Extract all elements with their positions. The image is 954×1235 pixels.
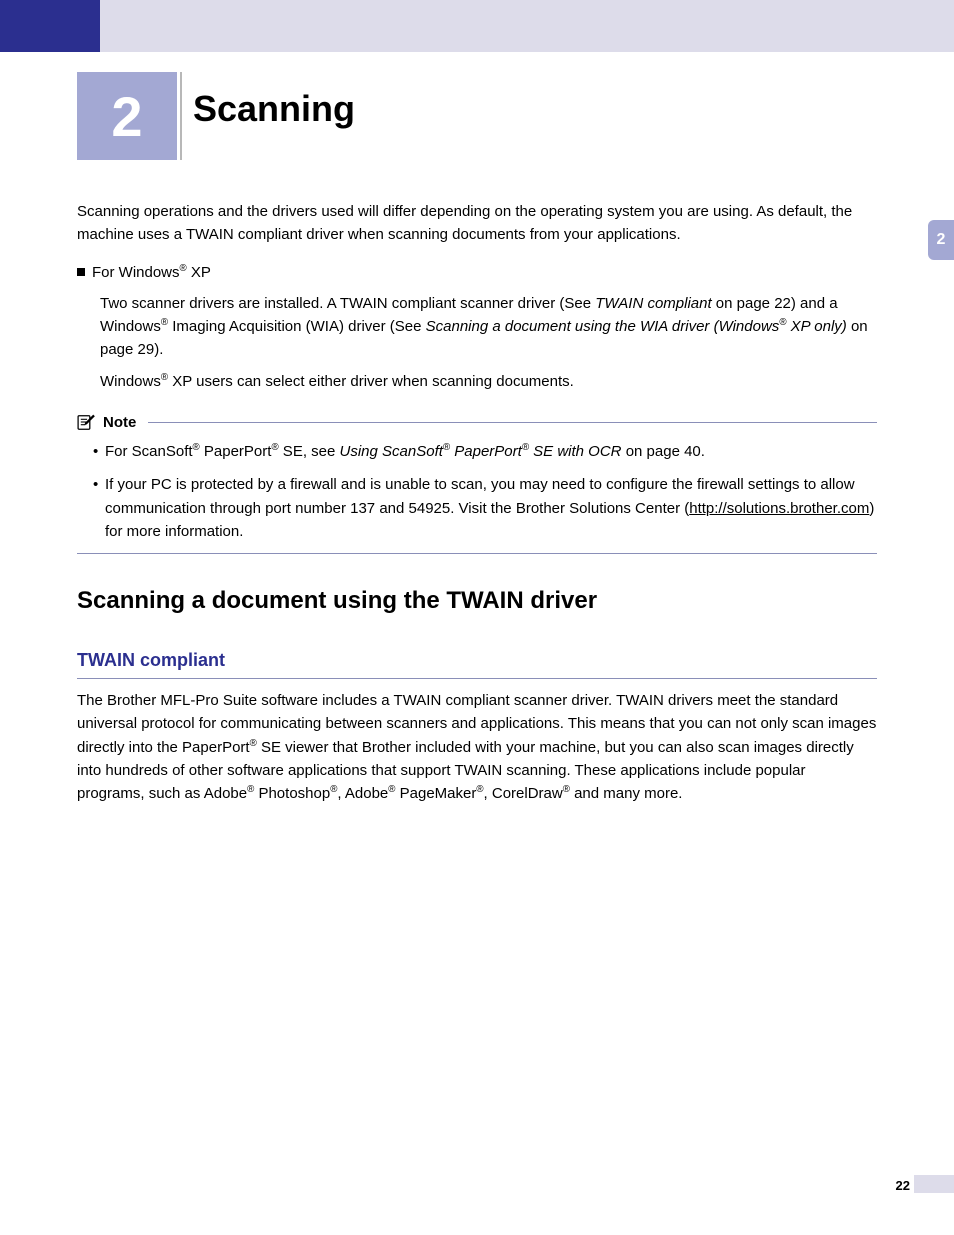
page-number: 22 <box>896 1178 910 1193</box>
txt: SE with OCR <box>529 443 622 460</box>
twain-body-paragraph: The Brother MFL-Pro Suite software inclu… <box>77 689 877 805</box>
chapter-number: 2 <box>111 84 142 149</box>
reg-mark: ® <box>522 442 529 453</box>
chapter-title: Scanning <box>193 88 355 130</box>
txt: For ScanSoft <box>105 443 193 460</box>
txt: SE, see <box>279 443 340 460</box>
side-chapter-tab: 2 <box>928 220 954 260</box>
txt: XP only) <box>786 318 846 335</box>
txt: PaperPort <box>450 443 522 460</box>
link-twain-compliant[interactable]: TWAIN compliant <box>595 295 711 312</box>
reg-mark: ® <box>161 372 168 383</box>
winxp-para-2: Windows® XP users can select either driv… <box>100 370 877 393</box>
reg-mark: ® <box>250 738 257 749</box>
subsection-heading-twain-compliant: TWAIN compliant <box>77 647 877 679</box>
txt: Windows <box>100 373 161 390</box>
page-number-accent <box>914 1175 954 1193</box>
txt: , CorelDraw <box>484 785 563 802</box>
reg-mark: ® <box>180 263 187 274</box>
txt: , Adobe <box>337 785 388 802</box>
page-content: Scanning operations and the drivers used… <box>77 200 877 811</box>
txt: Scanning a document using the WIA driver… <box>426 318 780 335</box>
chapter-number-box: 2 <box>77 72 177 160</box>
winxp-para-1: Two scanner drivers are installed. A TWA… <box>100 292 877 362</box>
txt: Imaging Acquisition (WIA) driver (See <box>168 318 426 335</box>
txt: PageMaker <box>395 785 476 802</box>
note-item-1: For ScanSoft® PaperPort® SE, see Using S… <box>93 440 877 463</box>
side-tab-label: 2 <box>937 231 946 249</box>
link-wia-driver[interactable]: Scanning a document using the WIA driver… <box>426 318 847 335</box>
windows-xp-bullet: For Windows® XP <box>77 261 877 284</box>
reg-mark: ® <box>563 784 570 795</box>
link-brother-solutions[interactable]: http://solutions.brother.com <box>689 500 869 517</box>
note-pencil-icon <box>77 413 99 431</box>
note-label: Note <box>103 411 136 434</box>
note-header: Note <box>77 411 877 434</box>
winxp-heading-post: XP <box>187 264 211 281</box>
note-top-rule <box>148 422 877 423</box>
header-accent-block <box>0 0 100 52</box>
link-paperport-ocr[interactable]: Using ScanSoft® PaperPort® SE with OCR <box>340 443 622 460</box>
note-bottom-rule <box>77 553 877 554</box>
txt: and many more. <box>570 785 683 802</box>
square-bullet-icon <box>77 268 85 276</box>
txt: Photoshop <box>254 785 330 802</box>
txt: Using ScanSoft <box>340 443 443 460</box>
reg-mark: ® <box>161 317 168 328</box>
winxp-heading-pre: For Windows <box>92 264 180 281</box>
txt: PaperPort <box>200 443 272 460</box>
header-band <box>0 0 954 52</box>
reg-mark: ® <box>476 784 483 795</box>
section-heading-twain-driver: Scanning a document using the TWAIN driv… <box>77 582 877 619</box>
txt: on page 40. <box>622 443 705 460</box>
intro-paragraph: Scanning operations and the drivers used… <box>77 200 877 247</box>
chapter-divider <box>180 72 182 160</box>
txt: XP users can select either driver when s… <box>168 373 574 390</box>
reg-mark: ® <box>193 442 200 453</box>
note-item-2: If your PC is protected by a firewall an… <box>93 473 877 543</box>
txt: Two scanner drivers are installed. A TWA… <box>100 295 595 312</box>
reg-mark: ® <box>271 442 278 453</box>
